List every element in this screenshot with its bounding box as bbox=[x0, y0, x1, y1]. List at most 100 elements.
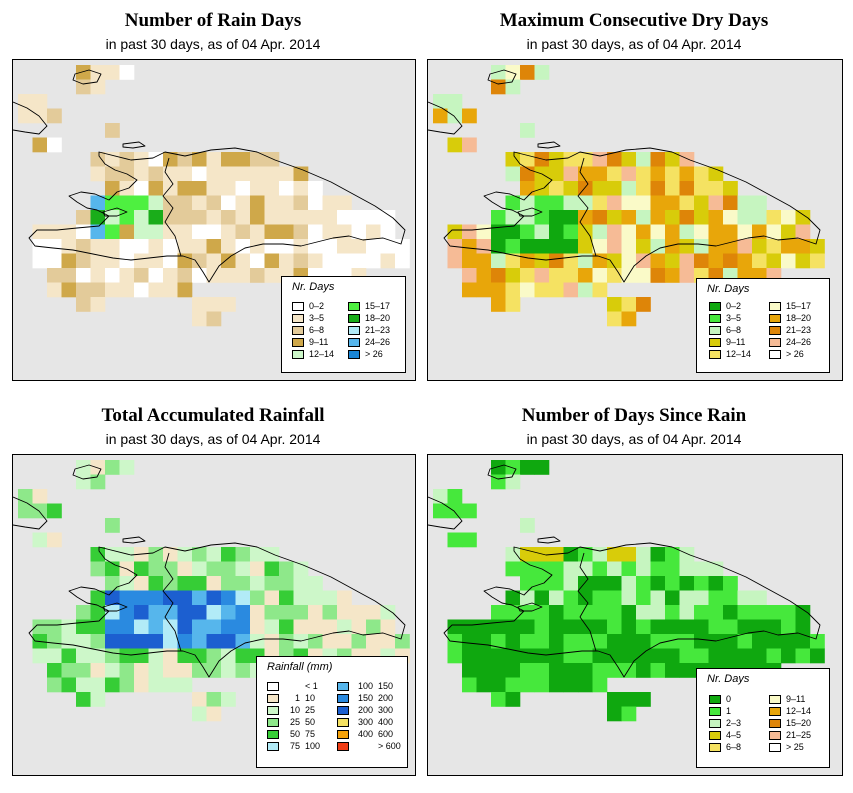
grid-cell bbox=[90, 253, 106, 269]
grid-cell bbox=[177, 561, 193, 577]
grid-cell bbox=[221, 195, 236, 211]
grid-cell bbox=[105, 268, 120, 283]
grid-cell bbox=[32, 532, 48, 548]
grid-cell bbox=[293, 561, 309, 577]
grid-cell bbox=[549, 561, 564, 577]
grid-cell bbox=[578, 166, 593, 182]
grid-cell bbox=[221, 547, 236, 562]
grid-cell bbox=[723, 253, 738, 269]
legend-swatch bbox=[769, 314, 781, 323]
grid-cell bbox=[47, 503, 62, 519]
grid-cell bbox=[221, 297, 236, 312]
grid-cell bbox=[752, 605, 767, 620]
grid-cell bbox=[491, 282, 506, 298]
legend-swatch bbox=[709, 731, 721, 740]
legend-swatch bbox=[769, 707, 781, 716]
legend-label-low: 25 bbox=[289, 717, 300, 727]
grid-cell bbox=[505, 474, 521, 490]
grid-cell bbox=[61, 224, 77, 240]
grid-cell bbox=[206, 648, 222, 664]
grid-cell bbox=[549, 590, 564, 606]
legend-label: 0–2 bbox=[726, 301, 742, 311]
grid-cell bbox=[134, 181, 149, 196]
legend-label-high: 25 bbox=[305, 705, 316, 715]
grid-cell bbox=[766, 619, 782, 635]
legend-swatch bbox=[709, 695, 721, 704]
grid-cell bbox=[563, 253, 579, 269]
grid-cell bbox=[76, 692, 91, 707]
grid-cell bbox=[636, 576, 651, 591]
grid-cell bbox=[679, 224, 695, 240]
grid-cell bbox=[380, 239, 396, 254]
legend-label: 0 bbox=[726, 694, 732, 704]
grid-cell bbox=[578, 152, 593, 167]
grid-cell bbox=[148, 166, 164, 182]
legend-label: 18–20 bbox=[786, 313, 812, 323]
grid-cell bbox=[621, 297, 637, 312]
grid-cell bbox=[279, 253, 294, 269]
legend-swatch bbox=[348, 338, 360, 347]
legend-label-low: 300 bbox=[357, 717, 373, 727]
grid-cell bbox=[621, 224, 637, 240]
legend-label-high: 600 bbox=[378, 729, 394, 739]
grid-cell bbox=[462, 253, 477, 269]
grid-cell bbox=[177, 677, 193, 693]
grid-cell bbox=[723, 224, 738, 240]
legend-swatch bbox=[769, 338, 781, 347]
grid-cell bbox=[781, 253, 796, 269]
grid-cell bbox=[177, 576, 193, 591]
grid-cell bbox=[148, 576, 164, 591]
grid-cell bbox=[476, 268, 492, 283]
grid-cell bbox=[505, 239, 521, 254]
grid-cell bbox=[90, 634, 106, 649]
grid-cell bbox=[549, 605, 564, 620]
grid-cell bbox=[90, 605, 106, 620]
grid-cell bbox=[447, 224, 463, 240]
grid-cell bbox=[177, 152, 193, 167]
grid-cell bbox=[650, 166, 666, 182]
coastline bbox=[428, 69, 821, 283]
legend-label-low: 10 bbox=[289, 705, 300, 715]
grid-cell bbox=[90, 677, 106, 693]
grid-cell bbox=[621, 239, 637, 254]
grid-cell bbox=[119, 590, 135, 606]
grid-cell bbox=[279, 576, 294, 591]
grid-cell bbox=[308, 181, 323, 196]
grid-cell bbox=[18, 489, 33, 504]
grid-cell bbox=[665, 253, 680, 269]
grid-cell bbox=[308, 634, 323, 649]
grid-cell bbox=[177, 282, 193, 298]
grid-cell bbox=[105, 210, 120, 225]
grid-cell bbox=[795, 619, 811, 635]
grid-cell bbox=[636, 590, 651, 606]
legend-swatch bbox=[348, 302, 360, 311]
grid-cell bbox=[505, 210, 521, 225]
grid-cell bbox=[592, 663, 608, 678]
grid-cell bbox=[505, 590, 521, 606]
grid-cell bbox=[76, 297, 91, 312]
grid-cell bbox=[264, 561, 280, 577]
grid-cell bbox=[679, 547, 695, 562]
legend-swatch bbox=[292, 326, 304, 335]
legend-swatch bbox=[769, 350, 781, 359]
grid-cell bbox=[534, 65, 550, 80]
grid-cell bbox=[476, 663, 492, 678]
grid-cell bbox=[578, 224, 593, 240]
grid-cell bbox=[134, 677, 149, 693]
grid-cell bbox=[679, 152, 695, 167]
grid-cell bbox=[505, 648, 521, 664]
legend-swatch bbox=[709, 707, 721, 716]
grid-cell bbox=[250, 634, 265, 649]
grid-cell bbox=[752, 224, 767, 240]
legend-label-low: 50 bbox=[289, 729, 300, 739]
grid-cell bbox=[337, 634, 352, 649]
grid-cell bbox=[650, 268, 666, 283]
grid-cell bbox=[433, 503, 448, 519]
grid-cell bbox=[47, 268, 62, 283]
grid-cell bbox=[433, 489, 448, 504]
grid-cell bbox=[520, 253, 535, 269]
grid-cell bbox=[505, 634, 521, 649]
legend-swatch bbox=[337, 682, 349, 691]
grid-cell bbox=[192, 547, 207, 562]
grid-cell bbox=[650, 663, 666, 678]
